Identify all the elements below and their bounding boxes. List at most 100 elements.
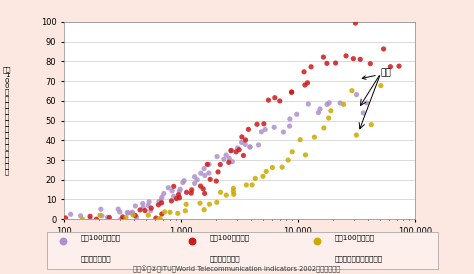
Point: [320, 126, 328, 130]
Point: [387, 64, 394, 69]
Point: [316, 107, 324, 111]
Point: [193, 178, 201, 182]
Point: [248, 183, 256, 187]
Point: [278, 165, 286, 169]
Point: [206, 202, 213, 206]
Point: [175, 189, 183, 194]
Point: [104, 215, 111, 219]
Point: [310, 135, 318, 139]
Point: [235, 147, 243, 152]
Point: [296, 138, 304, 142]
Point: [128, 211, 135, 215]
Point: [86, 214, 94, 218]
Point: [187, 191, 195, 195]
Point: [217, 162, 224, 167]
Text: インターネット利用者数: インターネット利用者数: [335, 255, 383, 262]
Point: [293, 112, 301, 116]
Point: [200, 187, 207, 191]
Point: [270, 125, 278, 130]
Point: [380, 47, 387, 51]
Text: 人口100人当たり: 人口100人当たり: [81, 235, 121, 241]
Point: [158, 212, 165, 216]
Point: [323, 61, 331, 65]
Point: [301, 153, 309, 157]
Point: [271, 96, 279, 100]
Point: [59, 239, 66, 244]
Point: [228, 148, 236, 152]
Point: [222, 193, 230, 197]
Point: [139, 205, 147, 210]
Point: [201, 191, 209, 196]
Point: [263, 169, 270, 174]
Point: [377, 84, 384, 88]
Point: [119, 217, 127, 221]
Point: [180, 178, 188, 183]
Point: [332, 61, 339, 65]
Point: [205, 162, 213, 167]
Point: [146, 199, 153, 204]
Point: [356, 57, 364, 62]
Point: [168, 189, 176, 193]
Point: [203, 162, 211, 167]
Point: [242, 138, 249, 142]
Point: [182, 209, 189, 213]
Point: [131, 213, 139, 218]
Point: [225, 160, 233, 164]
Point: [197, 184, 204, 188]
Text: 固定電話回線数: 固定電話回線数: [81, 255, 111, 262]
Point: [166, 210, 174, 215]
Point: [246, 145, 254, 149]
Point: [98, 214, 106, 218]
Point: [359, 111, 367, 115]
Point: [77, 214, 84, 218]
Point: [327, 109, 335, 113]
Point: [245, 127, 252, 132]
Text: 図表①、②　ITU『World Telecommunication Indicators 2002』により作成: 図表①、② ITU『World Telecommunication Indica…: [134, 266, 340, 273]
Point: [161, 210, 168, 214]
Point: [264, 98, 272, 102]
Point: [155, 203, 162, 207]
Point: [197, 171, 205, 175]
Point: [301, 83, 309, 87]
Point: [97, 207, 105, 211]
Point: [227, 149, 235, 153]
Point: [173, 196, 180, 201]
Point: [342, 54, 350, 58]
Point: [259, 174, 267, 178]
Point: [240, 153, 247, 158]
Point: [188, 239, 195, 244]
Point: [307, 65, 315, 69]
Point: [114, 207, 122, 211]
Point: [174, 211, 182, 216]
Point: [170, 194, 177, 199]
FancyBboxPatch shape: [46, 232, 438, 269]
Point: [122, 215, 130, 219]
Point: [288, 150, 296, 154]
Point: [286, 117, 294, 121]
Point: [246, 145, 254, 149]
Point: [117, 217, 125, 221]
Point: [352, 21, 359, 25]
Point: [366, 61, 374, 66]
Point: [133, 215, 140, 219]
Point: [348, 89, 356, 93]
Point: [205, 171, 213, 175]
Point: [228, 159, 236, 164]
Point: [106, 215, 113, 220]
Point: [288, 90, 295, 95]
Point: [136, 208, 144, 212]
Point: [175, 193, 182, 197]
Point: [304, 81, 311, 85]
Point: [229, 186, 237, 191]
Point: [340, 102, 347, 107]
Point: [92, 217, 100, 221]
Point: [325, 101, 333, 105]
Point: [229, 189, 237, 194]
Point: [214, 170, 222, 174]
Point: [62, 216, 69, 220]
Point: [315, 110, 322, 115]
Point: [164, 185, 172, 190]
Point: [158, 195, 166, 199]
Point: [212, 179, 220, 183]
Point: [269, 165, 276, 170]
